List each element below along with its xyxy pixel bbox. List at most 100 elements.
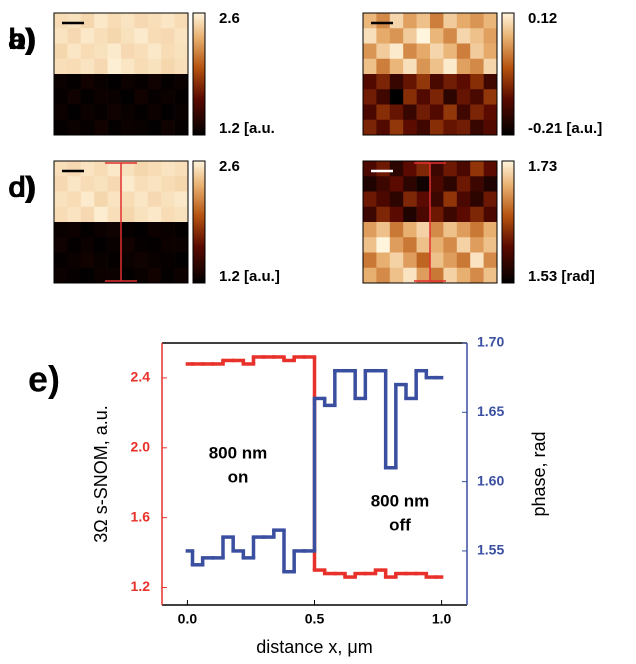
- y2-tick-label: 1.65: [477, 403, 504, 419]
- heatmap-cell: [430, 28, 444, 44]
- heatmap-cell: [175, 222, 189, 238]
- heatmap-cell: [148, 222, 162, 238]
- heatmap-cell: [390, 74, 404, 90]
- heatmap-cell: [121, 13, 135, 29]
- heatmap-cell: [161, 44, 175, 60]
- heatmap-cell: [161, 192, 175, 208]
- heatmap-cell: [470, 13, 484, 29]
- heatmap-cell: [121, 74, 135, 90]
- heatmap-cell: [175, 253, 189, 269]
- heatmap-cell: [175, 105, 189, 121]
- heatmap-cell: [457, 74, 471, 90]
- heatmap-cell: [94, 120, 108, 136]
- heatmap-cell: [430, 222, 444, 238]
- heatmap-cell: [161, 89, 175, 105]
- heatmap-cell: [363, 222, 377, 238]
- heatmap-cell: [376, 253, 390, 269]
- heatmap-cell: [443, 192, 457, 208]
- heatmap-cell: [134, 207, 148, 223]
- colorbar: [502, 13, 514, 135]
- heatmap-cell: [148, 237, 162, 253]
- heatmap-cell: [430, 253, 444, 269]
- heatmap-cell: [81, 161, 95, 177]
- heatmap-cell: [175, 44, 189, 60]
- heatmap-cell: [94, 253, 108, 269]
- heatmap-cell: [363, 253, 377, 269]
- heatmap-cell: [121, 192, 135, 208]
- heatmap-cell: [470, 176, 484, 192]
- heatmap-cell: [457, 268, 471, 284]
- heatmap-cell: [484, 161, 498, 177]
- heatmap-cell: [81, 28, 95, 44]
- colorbar: [502, 161, 514, 283]
- heatmap-cell: [457, 207, 471, 223]
- heatmap-cell: [390, 120, 404, 136]
- heatmap-cell: [403, 44, 417, 60]
- heatmap-cell: [484, 222, 498, 238]
- heatmap-cell: [54, 28, 68, 44]
- heatmap-cell: [470, 192, 484, 208]
- heatmap-cell: [470, 89, 484, 105]
- heatmap-cell: [457, 237, 471, 253]
- heatmap-cell: [484, 44, 498, 60]
- heatmap-cell: [484, 89, 498, 105]
- heatmap-cell: [484, 28, 498, 44]
- annotation: 800 nm: [371, 491, 430, 510]
- heatmap-cell: [175, 207, 189, 223]
- heatmap-cell: [161, 13, 175, 29]
- heatmap-cell: [457, 222, 471, 238]
- heatmap-cell: [54, 207, 68, 223]
- heatmap-cell: [134, 13, 148, 29]
- heatmap-cell: [148, 44, 162, 60]
- heatmap-cell: [94, 237, 108, 253]
- x-tick-label: 1.0: [432, 611, 452, 627]
- heatmap-cell: [417, 44, 431, 60]
- heatmap-cell: [121, 222, 135, 238]
- heatmap-cell: [108, 207, 122, 223]
- heatmap-cell: [121, 120, 135, 136]
- heatmap-cell: [376, 222, 390, 238]
- heatmap-cell: [134, 237, 148, 253]
- heatmap-cell: [417, 207, 431, 223]
- panel-label: d): [8, 171, 36, 204]
- heatmap-cell: [67, 59, 81, 75]
- heatmap-cell: [54, 120, 68, 136]
- heatmap-cell: [67, 28, 81, 44]
- heatmap-cell: [81, 13, 95, 29]
- heatmap-cell: [94, 222, 108, 238]
- heatmap-cell: [94, 44, 108, 60]
- heatmap-cell: [470, 253, 484, 269]
- heatmap-cell: [121, 28, 135, 44]
- heatmap-cell: [94, 105, 108, 121]
- heatmap-cell: [376, 74, 390, 90]
- heatmap-cell: [430, 44, 444, 60]
- heatmap-cell: [108, 192, 122, 208]
- heatmap-cell: [417, 105, 431, 121]
- heatmap-cell: [81, 105, 95, 121]
- heatmap-cell: [484, 176, 498, 192]
- heatmap-cell: [81, 176, 95, 192]
- heatmap-cell: [457, 105, 471, 121]
- heatmap-cell: [470, 237, 484, 253]
- heatmap-cell: [81, 120, 95, 136]
- heatmap-cell: [148, 268, 162, 284]
- heatmap-cell: [81, 222, 95, 238]
- heatmap-cell: [81, 74, 95, 90]
- heatmap-cell: [175, 74, 189, 90]
- heatmap-cell: [390, 176, 404, 192]
- heatmap-cell: [403, 28, 417, 44]
- heatmap-cell: [457, 44, 471, 60]
- heatmap-cell: [148, 192, 162, 208]
- heatmap-cell: [376, 105, 390, 121]
- heatmap-cell: [363, 161, 377, 177]
- heatmap-cell: [363, 44, 377, 60]
- heatmap-cell: [376, 13, 390, 29]
- heatmap-cell: [417, 120, 431, 136]
- heatmap-cell: [134, 105, 148, 121]
- heatmap-cell: [430, 207, 444, 223]
- heatmap-cell: [81, 44, 95, 60]
- heatmap-cell: [390, 222, 404, 238]
- y-tick-label: 2.0: [131, 439, 151, 455]
- heatmap-cell: [108, 44, 122, 60]
- heatmap-cell: [470, 268, 484, 284]
